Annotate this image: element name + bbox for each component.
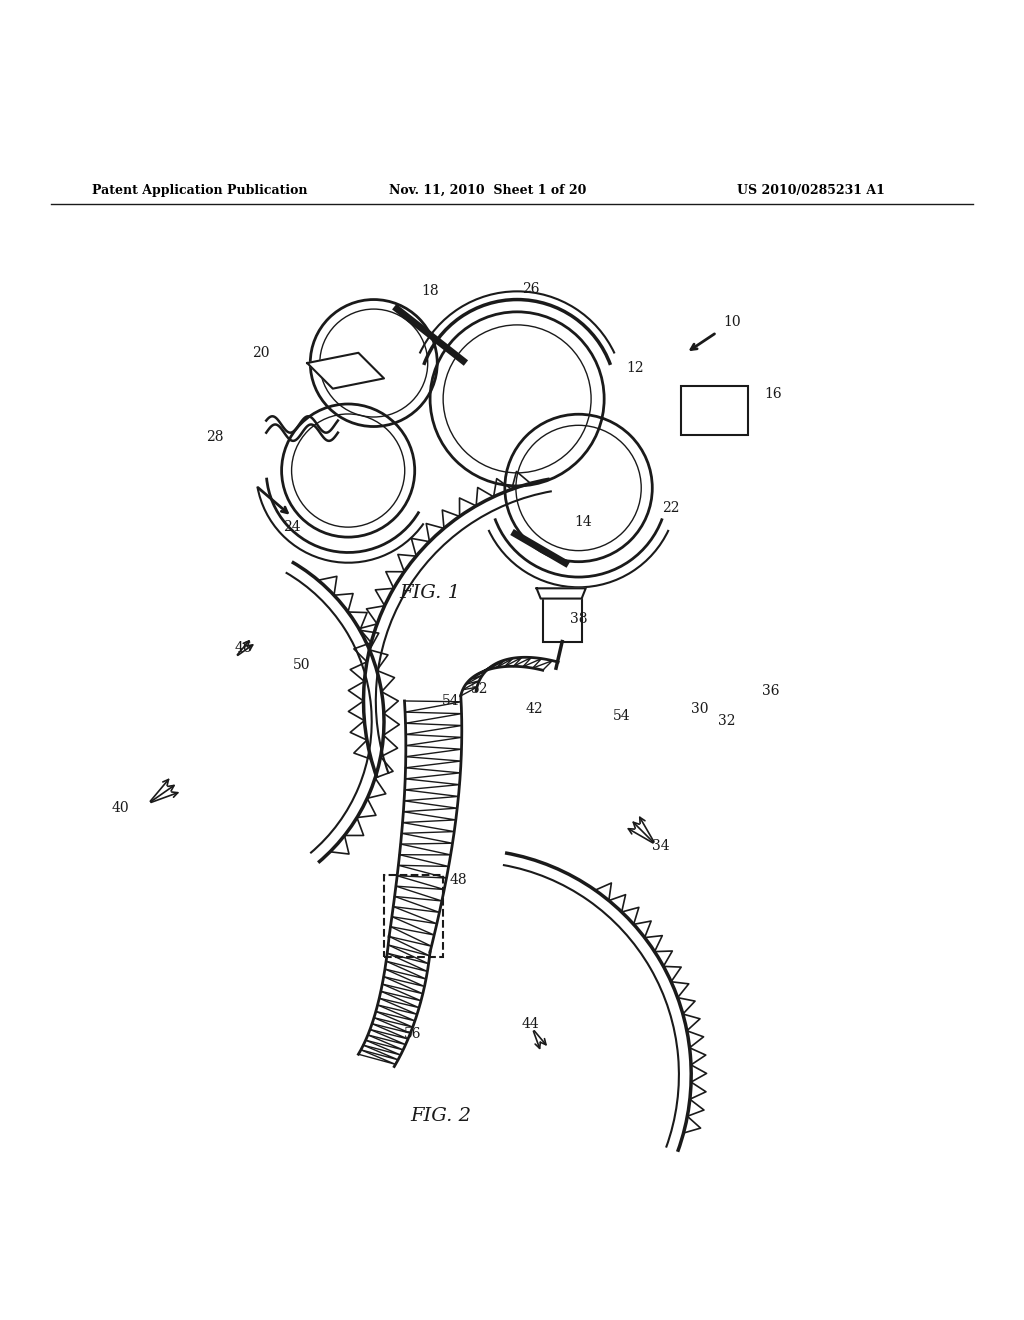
Text: Nov. 11, 2010  Sheet 1 of 20: Nov. 11, 2010 Sheet 1 of 20 [389, 183, 587, 197]
Text: 50: 50 [293, 659, 311, 672]
Text: 42: 42 [525, 702, 544, 717]
Text: 56: 56 [403, 1027, 422, 1040]
Text: 54: 54 [612, 709, 631, 723]
Text: FIG. 1: FIG. 1 [399, 585, 461, 602]
Text: 12: 12 [626, 362, 644, 375]
Text: 28: 28 [206, 430, 224, 444]
Text: 48: 48 [450, 873, 468, 887]
Text: 54: 54 [441, 694, 460, 708]
Text: 44: 44 [521, 1016, 540, 1031]
Bar [681, 385, 748, 434]
Text: 52: 52 [470, 681, 488, 696]
Text: 26: 26 [521, 282, 540, 296]
Polygon shape [307, 352, 384, 388]
Text: 20: 20 [252, 346, 270, 360]
Text: Patent Application Publication: Patent Application Publication [92, 183, 307, 197]
Text: 38: 38 [569, 612, 588, 626]
Text: 32: 32 [718, 714, 736, 729]
Text: 36: 36 [762, 684, 780, 698]
Text: 30: 30 [690, 702, 709, 717]
Text: 10: 10 [723, 315, 741, 329]
Text: FIG. 2: FIG. 2 [410, 1106, 471, 1125]
Polygon shape [537, 589, 586, 598]
Text: 24: 24 [283, 520, 301, 533]
Text: 22: 22 [662, 502, 680, 515]
Text: 18: 18 [421, 284, 439, 298]
Bar [384, 875, 443, 957]
Text: 40: 40 [112, 801, 130, 816]
Bar [543, 593, 582, 642]
Text: 34: 34 [651, 840, 670, 853]
Text: 16: 16 [764, 387, 782, 401]
Text: 14: 14 [574, 515, 593, 529]
Text: 46: 46 [234, 640, 253, 655]
Text: US 2010/0285231 A1: US 2010/0285231 A1 [737, 183, 885, 197]
